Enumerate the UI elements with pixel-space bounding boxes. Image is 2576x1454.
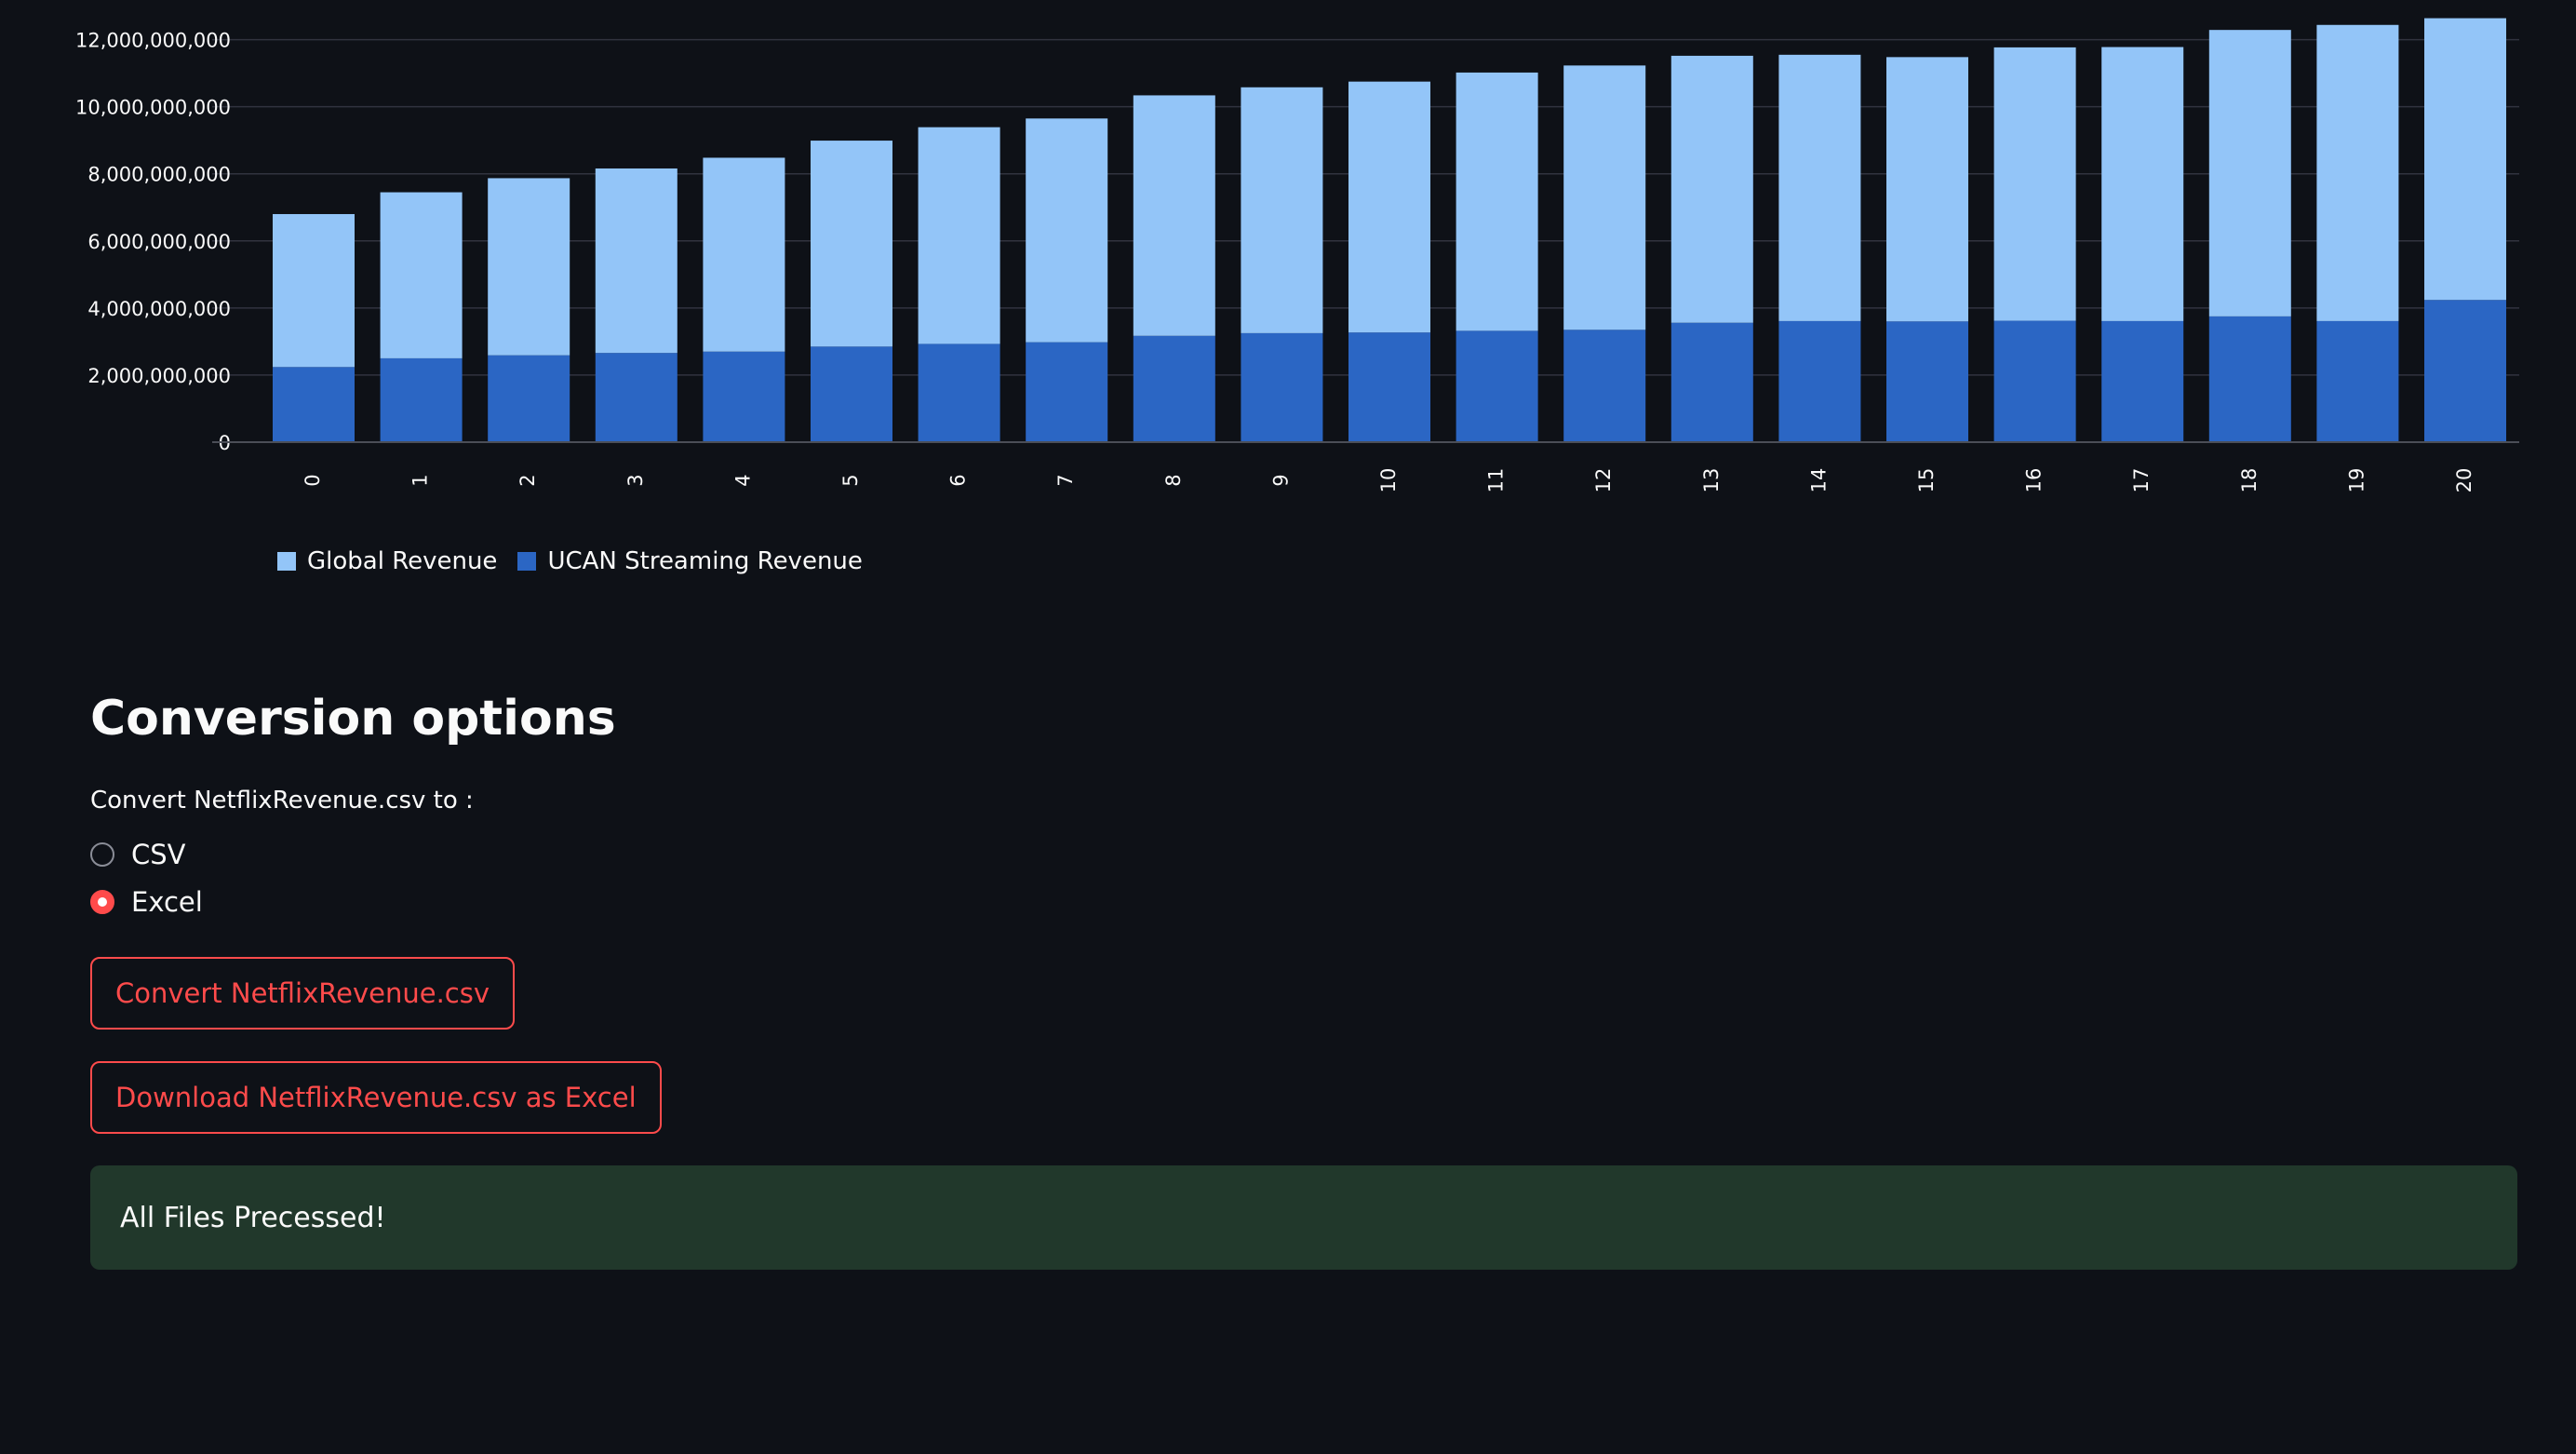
radio-group-label: Convert NetflixRevenue.csv to : xyxy=(90,787,474,815)
bar-global-revenue xyxy=(2316,24,2399,321)
bar-global-revenue xyxy=(1993,47,2076,321)
bar-global-revenue xyxy=(703,157,785,352)
bar-ucan-streaming-revenue xyxy=(1456,330,1538,442)
chart-legend: Global Revenue UCAN Streaming Revenue xyxy=(277,547,863,575)
bar-global-revenue xyxy=(1778,54,1861,321)
bar-ucan-streaming-revenue xyxy=(2316,320,2399,442)
bar-ucan-streaming-revenue xyxy=(380,357,463,442)
x-tick-label: 13 xyxy=(1700,468,1723,493)
x-tick-label: 11 xyxy=(1485,468,1508,493)
bar-ucan-streaming-revenue xyxy=(488,355,570,442)
radio-option-excel[interactable]: Excel xyxy=(90,886,203,918)
legend-label-global: Global Revenue xyxy=(307,547,498,575)
bar-global-revenue xyxy=(1670,55,1753,323)
bar-ucan-streaming-revenue xyxy=(811,346,892,442)
x-tick-label: 6 xyxy=(947,474,970,486)
bar-global-revenue xyxy=(2208,30,2291,316)
y-tick-label: 6,000,000,000 xyxy=(87,231,231,253)
bar-ucan-streaming-revenue xyxy=(1026,342,1108,442)
section-title: Conversion options xyxy=(90,691,616,747)
radio-label-csv: CSV xyxy=(131,839,186,870)
y-tick-label: 8,000,000,000 xyxy=(87,164,231,186)
bar-global-revenue xyxy=(380,192,463,358)
radio-label-excel: Excel xyxy=(131,886,203,918)
bar-ucan-streaming-revenue xyxy=(1348,332,1430,442)
bar-ucan-streaming-revenue xyxy=(1241,332,1323,442)
x-tick-label: 14 xyxy=(1807,468,1830,493)
y-tick-label: 10,000,000,000 xyxy=(75,97,231,119)
x-tick-label: 4 xyxy=(731,474,754,486)
bar-ucan-streaming-revenue xyxy=(595,353,678,442)
convert-button[interactable]: Convert NetflixRevenue.csv xyxy=(90,957,516,1030)
x-tick-label: 20 xyxy=(2453,468,2475,493)
legend-swatch-ucan xyxy=(517,552,537,571)
y-tick-label: 12,000,000,000 xyxy=(75,30,231,52)
x-tick-label: 8 xyxy=(1162,474,1185,486)
bar-global-revenue xyxy=(1886,57,1968,322)
bar-global-revenue xyxy=(1563,65,1646,330)
x-tick-label: 10 xyxy=(1377,468,1400,493)
bar-ucan-streaming-revenue xyxy=(1670,322,1753,442)
x-tick-label: 18 xyxy=(2238,468,2261,493)
bar-global-revenue xyxy=(595,168,678,354)
bar-ucan-streaming-revenue xyxy=(1563,330,1646,442)
bar-global-revenue xyxy=(273,213,355,368)
bar-global-revenue xyxy=(811,141,892,347)
x-tick-label: 19 xyxy=(2345,468,2368,493)
bar-global-revenue xyxy=(1241,87,1323,333)
bar-global-revenue xyxy=(1133,95,1215,336)
bar-ucan-streaming-revenue xyxy=(273,367,355,442)
success-message: All Files Precessed! xyxy=(120,1201,386,1234)
bar-ucan-streaming-revenue xyxy=(1133,335,1215,442)
radio-circle-excel[interactable] xyxy=(90,890,114,914)
bar-ucan-streaming-revenue xyxy=(1886,321,1968,442)
x-tick-label: 12 xyxy=(1592,468,1615,493)
success-alert: All Files Precessed! xyxy=(90,1165,2517,1270)
radio-option-csv[interactable]: CSV xyxy=(90,839,186,870)
bar-global-revenue xyxy=(918,127,1000,344)
legend-item-global[interactable]: Global Revenue xyxy=(277,547,497,575)
bar-global-revenue xyxy=(1026,118,1108,343)
y-tick-label: 2,000,000,000 xyxy=(87,365,231,387)
bar-global-revenue xyxy=(1348,81,1430,333)
radio-circle-csv[interactable] xyxy=(90,842,114,867)
x-tick-label: 1 xyxy=(409,474,432,486)
bar-global-revenue xyxy=(488,178,570,356)
bar-global-revenue xyxy=(2101,47,2184,321)
x-tick-label: 7 xyxy=(1054,474,1077,486)
bar-global-revenue xyxy=(1456,72,1538,331)
x-tick-label: 15 xyxy=(1915,468,1938,493)
bar-ucan-streaming-revenue xyxy=(2424,300,2506,442)
x-tick-label: 2 xyxy=(517,474,539,486)
bar-global-revenue xyxy=(2424,18,2506,301)
legend-label-ucan: UCAN Streaming Revenue xyxy=(547,547,863,575)
x-tick-label: 16 xyxy=(2023,468,2046,493)
x-tick-label: 3 xyxy=(624,474,647,486)
x-tick-label: 5 xyxy=(839,474,862,486)
bar-ucan-streaming-revenue xyxy=(1993,320,2076,442)
bar-ucan-streaming-revenue xyxy=(703,351,785,442)
y-tick-label: 4,000,000,000 xyxy=(87,298,231,320)
download-button[interactable]: Download NetflixRevenue.csv as Excel xyxy=(90,1061,662,1134)
bar-ucan-streaming-revenue xyxy=(1778,320,1861,442)
bar-ucan-streaming-revenue xyxy=(2208,316,2291,442)
revenue-chart: 0 2,000,000,000 4,000,000,000 6,000,000,000… xyxy=(75,18,2519,493)
bar-ucan-streaming-revenue xyxy=(2101,320,2184,442)
x-tick-label: 17 xyxy=(2130,468,2153,493)
x-tick-label: 0 xyxy=(302,474,324,486)
x-tick-label: 9 xyxy=(1269,474,1292,486)
legend-item-ucan[interactable]: UCAN Streaming Revenue xyxy=(517,547,863,575)
bar-ucan-streaming-revenue xyxy=(918,343,1000,442)
legend-swatch-global xyxy=(277,552,296,571)
